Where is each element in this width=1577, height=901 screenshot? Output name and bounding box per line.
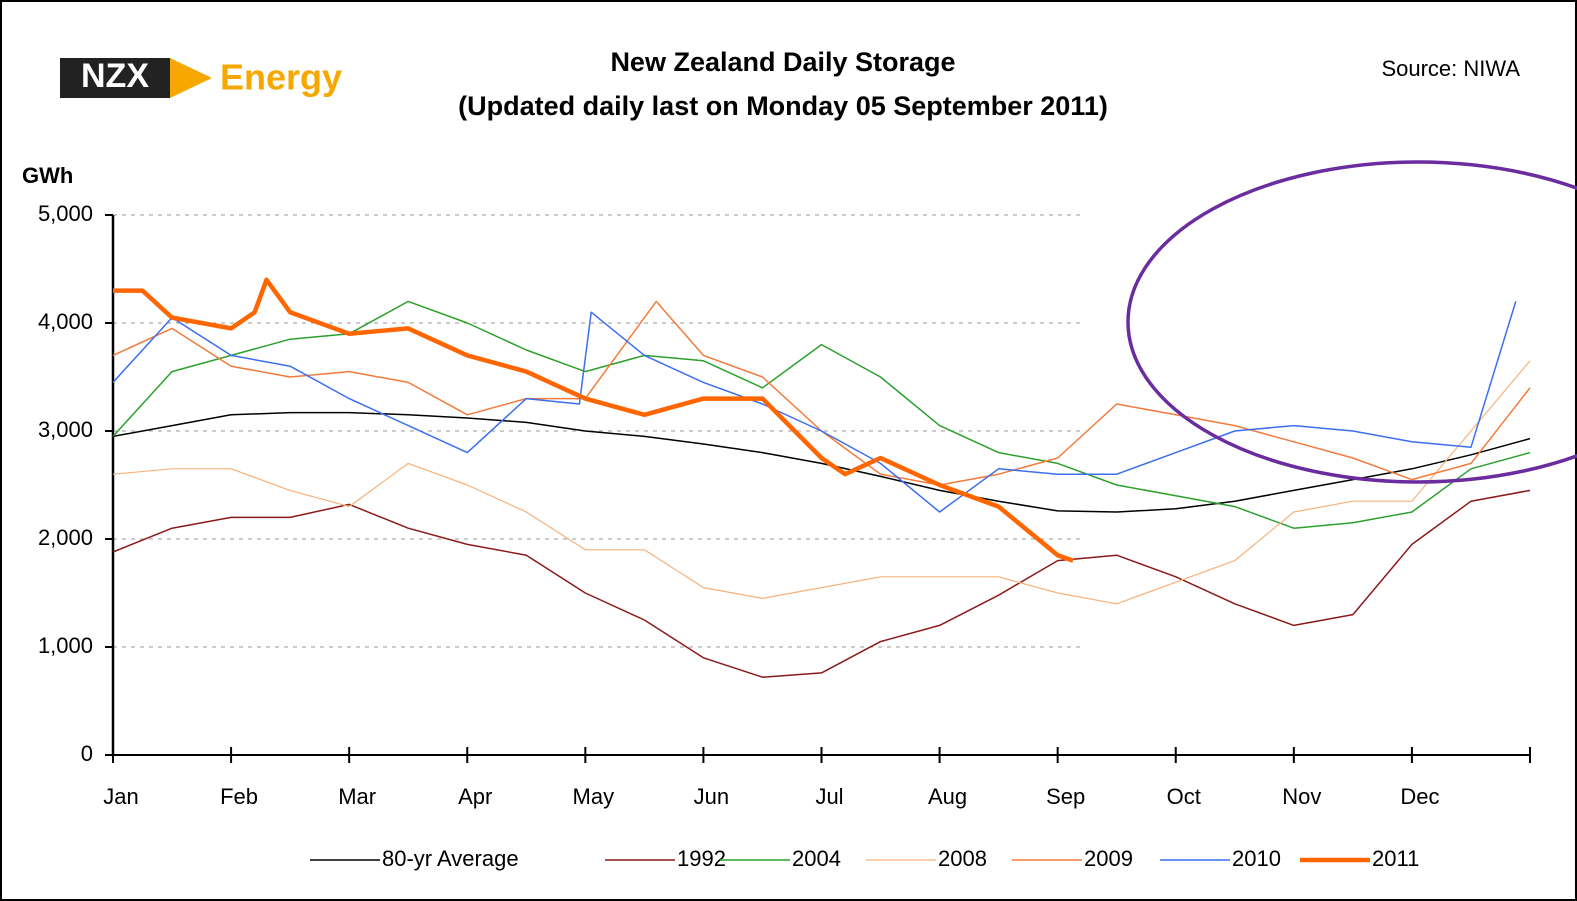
- logo-brand: NZX: [81, 57, 149, 95]
- x-tick-label: Sep: [1046, 784, 1085, 809]
- logo-box: [60, 58, 170, 98]
- y-tick-label: 2,000: [38, 525, 93, 550]
- legend-label: 2008: [938, 846, 987, 871]
- logo-arrow: [170, 58, 212, 98]
- legend-label: 80-yr Average: [382, 846, 519, 871]
- x-tick-label: Jul: [815, 784, 843, 809]
- y-tick-label: 0: [81, 741, 93, 766]
- y-tick-label: 1,000: [38, 633, 93, 658]
- annotation-ellipse: [1126, 160, 1577, 484]
- x-tick-label: Mar: [338, 784, 376, 809]
- x-tick-label: Feb: [220, 784, 258, 809]
- source: Source: NIWA: [1381, 56, 1520, 81]
- logo: NZX Energy: [60, 57, 342, 98]
- y-axis-label: GWh: [22, 163, 73, 188]
- x-tick-label: Nov: [1282, 784, 1321, 809]
- y-tick-label: 4,000: [38, 309, 93, 334]
- logo-suffix: Energy: [220, 57, 342, 98]
- legend-label: 2010: [1232, 846, 1281, 871]
- series-line: [112, 411, 1531, 513]
- x-tick-label: Jun: [694, 784, 729, 809]
- x-tick-label: Dec: [1400, 784, 1439, 809]
- series-line: [112, 301, 1517, 513]
- y-tick-label: 3,000: [38, 417, 93, 442]
- y-tick-label: 5,000: [38, 201, 93, 226]
- legend-label: 2009: [1084, 846, 1133, 871]
- chart-subtitle: (Updated daily last on Monday 05 Septemb…: [458, 91, 1108, 121]
- x-tick-label: Oct: [1167, 784, 1201, 809]
- x-tick-label: Apr: [458, 784, 492, 809]
- legend-label: 1992: [677, 846, 726, 871]
- legend-label: 2004: [792, 846, 841, 871]
- plot: 0 1,000 2,000 3,000 4,000 5,000 Jan Feb Mar Apr Ma…: [38, 201, 1531, 871]
- x-tick-label: Aug: [928, 784, 967, 809]
- x-tick-label: May: [573, 784, 615, 809]
- x-tick-label: Jan: [103, 784, 138, 809]
- series-line: [113, 277, 1074, 563]
- series-line: [112, 489, 1531, 678]
- chart-title: New Zealand Daily Storage: [610, 47, 955, 77]
- legend-label: 2011: [1372, 846, 1419, 871]
- series-line: [112, 360, 1531, 605]
